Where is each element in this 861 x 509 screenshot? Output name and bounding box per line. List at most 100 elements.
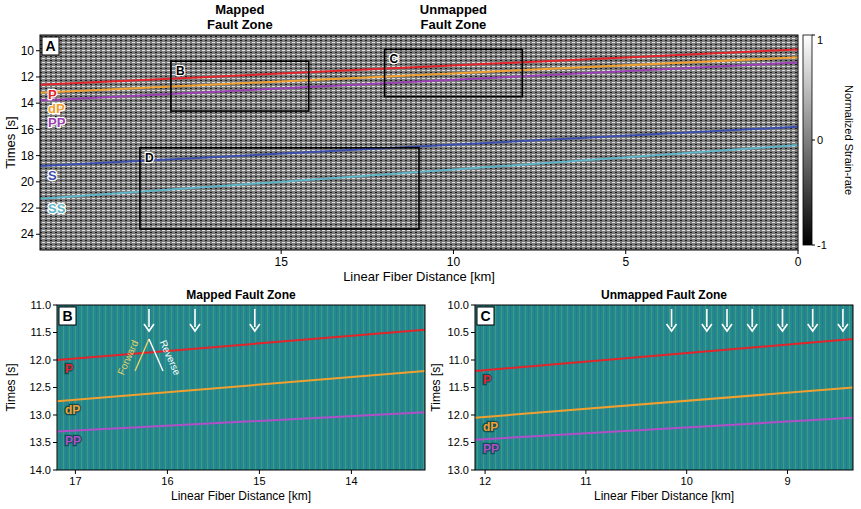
zone-title-line: Unmapped	[420, 2, 487, 17]
x-tick	[585, 470, 586, 474]
colorbar-title: Normalized Strain-rate	[843, 85, 855, 195]
y-tick	[53, 387, 57, 388]
y-tick-label: 12	[21, 70, 35, 84]
y-axis-title: Times [s]	[3, 116, 18, 168]
y-tick	[471, 332, 475, 333]
y-tick	[36, 234, 40, 235]
phase-line	[57, 412, 425, 431]
y-tick-label: 11.5	[448, 381, 469, 393]
phase-label: S	[48, 168, 57, 183]
y-tick-label: 13.5	[30, 436, 51, 448]
y-tick-label: 24	[21, 227, 35, 241]
arrow	[747, 309, 757, 331]
arrow-head	[144, 324, 154, 331]
phase-line	[57, 330, 425, 360]
y-tick-label: 22	[21, 201, 35, 215]
plot-area	[57, 305, 425, 470]
phase-label: SS	[48, 201, 66, 216]
arrow-head	[702, 324, 712, 331]
arrow-shaft	[194, 309, 196, 327]
y-tick-label: 20	[21, 175, 35, 189]
phase-line	[40, 49, 798, 84]
colorbar-tick-label: -1	[817, 239, 827, 251]
zone-title-line: Fault Zone	[207, 17, 273, 32]
y-tick	[36, 103, 40, 104]
y-tick	[36, 129, 40, 130]
x-tick-label: 17	[69, 475, 81, 487]
y-tick	[36, 208, 40, 209]
x-tick-label: 12	[479, 475, 491, 487]
y-tick-label: 11.0	[30, 299, 51, 311]
x-tick	[798, 250, 799, 254]
y-tick	[471, 387, 475, 388]
x-tick-label: 14	[345, 475, 357, 487]
y-tick	[53, 360, 57, 361]
box-label: B	[176, 64, 185, 78]
arrow-head	[190, 324, 200, 331]
phase-line	[475, 388, 853, 418]
phase-line	[57, 371, 425, 401]
y-tick-label: 11.0	[448, 354, 469, 366]
y-tick	[53, 415, 57, 416]
arrow-head	[250, 324, 260, 331]
arrow	[722, 309, 732, 331]
arrow-shaft	[751, 309, 753, 327]
x-axis-title: Linear Fiber Distance [km]	[171, 489, 311, 503]
y-tick	[53, 305, 57, 306]
y-tick	[471, 360, 475, 361]
phase-label: dP	[65, 403, 80, 417]
x-tick-label: 9	[784, 475, 790, 487]
arrow	[838, 309, 848, 331]
y-tick	[471, 415, 475, 416]
panel-letter: C	[480, 308, 490, 324]
arrow-shaft	[148, 309, 150, 327]
phase-label: P	[48, 87, 57, 102]
y-tick-label: 10	[21, 44, 35, 58]
x-tick-label: 0	[795, 255, 802, 269]
x-tick	[787, 470, 788, 474]
plot-background	[57, 305, 425, 470]
y-tick-label: 12.0	[30, 354, 51, 366]
phase-line	[475, 418, 853, 440]
y-tick-label: 14	[21, 96, 35, 110]
plot-area	[475, 305, 853, 470]
plot-background	[40, 35, 798, 250]
phase-label: dP	[48, 101, 65, 116]
phase-label: PP	[483, 442, 499, 456]
y-tick	[36, 181, 40, 182]
phase-line	[40, 57, 798, 92]
arrow-shaft	[812, 309, 814, 327]
zoom-box	[140, 148, 419, 229]
panel-letter-box	[477, 307, 494, 325]
arrow	[777, 309, 787, 331]
zone-title: UnmappedFault Zone	[420, 2, 487, 32]
phase-line	[475, 339, 853, 371]
y-tick-label: 11.5	[30, 326, 51, 338]
x-tick	[259, 470, 260, 474]
arrow-head	[777, 324, 787, 331]
y-tick	[36, 50, 40, 51]
arrow-head	[747, 324, 757, 331]
colorbar-tick	[812, 140, 815, 141]
colorbar	[803, 35, 812, 245]
y-axis-title: Times [s]	[429, 363, 443, 411]
x-tick	[75, 470, 76, 474]
phase-label: P	[65, 362, 73, 376]
x-tick	[351, 470, 352, 474]
plot-background	[475, 305, 853, 470]
panel-title: Mapped Fault Zone	[186, 288, 296, 302]
y-axis-title: Times [s]	[4, 363, 18, 411]
figure: 1510501012141618202224Linear Fiber Dista…	[0, 0, 861, 509]
plot-frame	[40, 35, 798, 250]
x-tick-label: 15	[253, 475, 265, 487]
y-tick-label: 13.0	[448, 464, 469, 476]
panel-letter-box	[59, 307, 76, 325]
x-tick	[686, 470, 687, 474]
y-tick	[53, 470, 57, 471]
phase-line	[40, 63, 798, 101]
y-tick-label: 12.5	[30, 381, 51, 393]
panel-letter: B	[62, 308, 72, 324]
panel-letter: A	[45, 38, 55, 54]
x-axis-title: Linear Fiber Distance [km]	[594, 489, 734, 503]
arrow	[250, 309, 260, 331]
